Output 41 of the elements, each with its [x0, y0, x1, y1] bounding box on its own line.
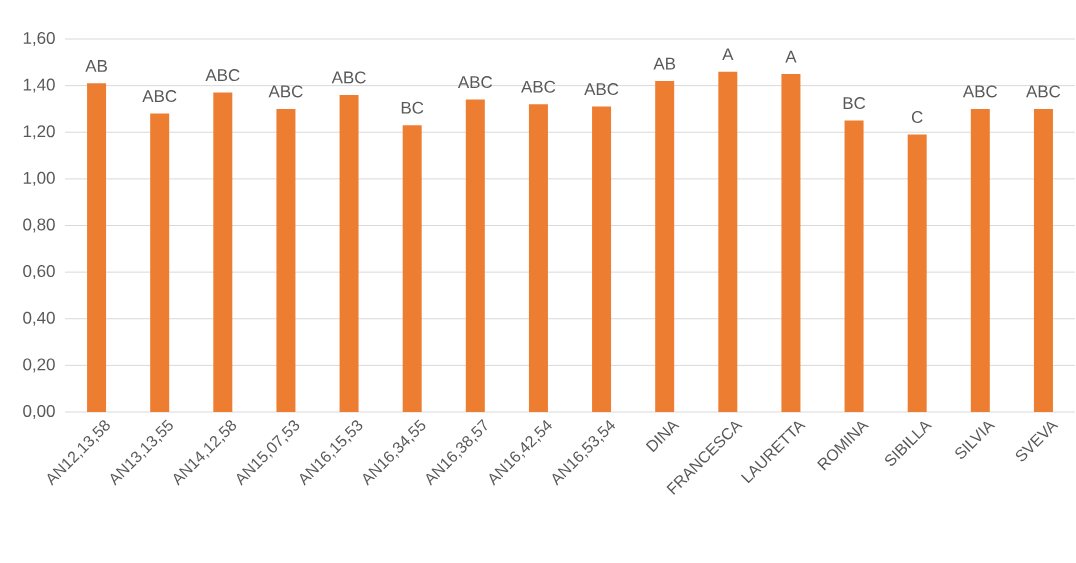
bar — [339, 94, 359, 412]
bar — [87, 83, 107, 412]
annotation: AB — [85, 60, 107, 72]
y-tick-label: 0,60 — [23, 265, 55, 280]
annotation: A — [722, 48, 734, 61]
annotation: ABC — [142, 90, 177, 103]
bar — [718, 71, 738, 412]
annotation: ABC — [457, 76, 493, 89]
annotation: ABC — [268, 85, 303, 98]
y-tick-label: 1,60 — [23, 32, 55, 46]
bar — [907, 134, 927, 412]
bar — [781, 73, 801, 412]
annotation: ABC — [1026, 85, 1061, 98]
y-tick-label: 0,40 — [23, 311, 55, 326]
bar — [276, 108, 296, 412]
annotation: BC — [843, 97, 866, 110]
bar — [1033, 108, 1053, 412]
y-tick-label: 0,80 — [23, 218, 55, 233]
bar — [528, 104, 548, 412]
bar — [970, 108, 990, 412]
annotation: ABC — [521, 80, 556, 93]
y-tick-label: 1,20 — [23, 125, 55, 140]
bar — [150, 113, 170, 412]
bar — [465, 99, 485, 412]
bar — [402, 125, 422, 412]
annotation: C — [911, 111, 923, 124]
y-tick-label: 1,00 — [23, 171, 55, 186]
bar — [844, 120, 864, 412]
y-tick-label: 0,00 — [23, 405, 55, 419]
annotation: ABC — [584, 83, 619, 96]
annotation: ABC — [962, 85, 998, 98]
annotation: ABC — [205, 69, 240, 82]
bar — [655, 80, 675, 412]
bar — [592, 106, 612, 412]
annotation: BC — [401, 101, 424, 114]
bar — [213, 92, 233, 412]
annotation: AB — [653, 57, 676, 70]
y-tick-label: 1,40 — [23, 78, 55, 93]
annotation: ABC — [331, 71, 366, 84]
y-tick-label: 0,20 — [23, 358, 55, 373]
annotation: A — [785, 50, 797, 63]
